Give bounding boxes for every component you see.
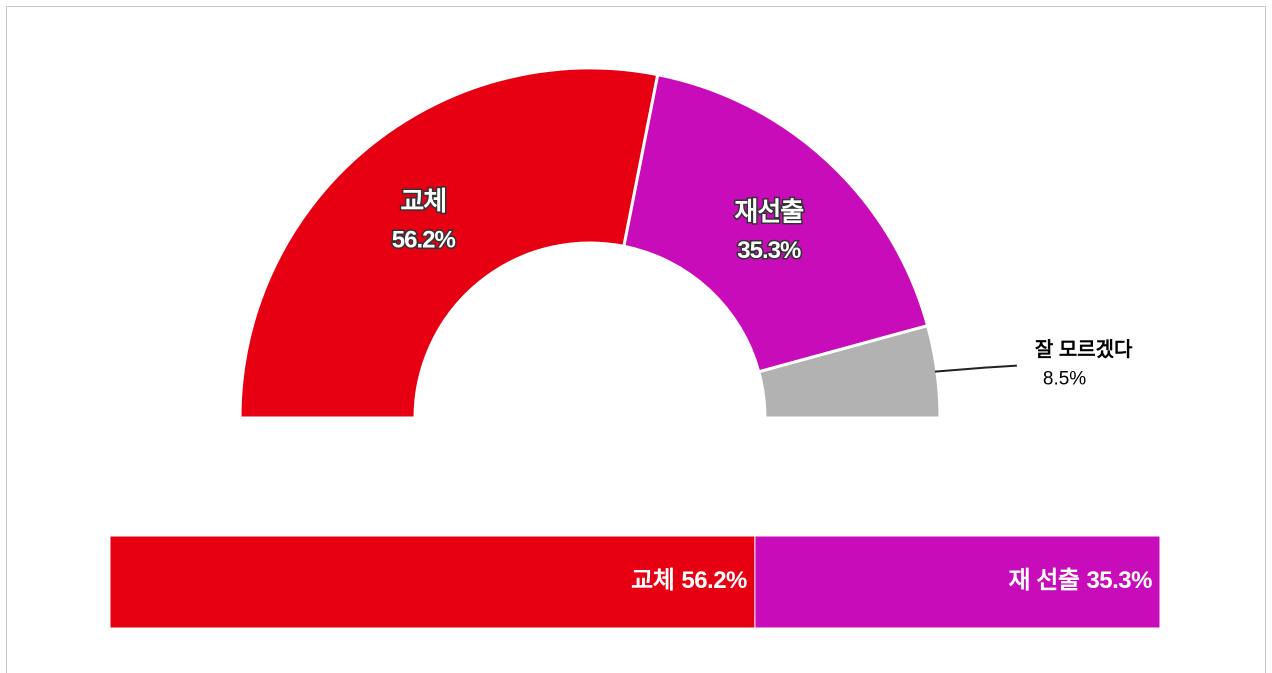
series-name: 재 선출 (1009, 567, 1080, 594)
frame (6, 6, 1266, 673)
segment-value-label: 35.3% (737, 237, 801, 264)
segment-value-label: 56.2% (392, 227, 456, 254)
bar-segment (754, 535, 1161, 629)
pie-segment (622, 73, 930, 374)
segment-label: 재선출 (734, 197, 803, 227)
segment-value-label: 8.5% (1043, 369, 1086, 390)
bar-value-label: 56.2% (681, 567, 747, 594)
bar-label: 교체 56.2% (631, 567, 747, 594)
bar-label: 재 선출 35.3% (1009, 567, 1153, 594)
segment-label: 잘 모르겠다 (1035, 338, 1133, 361)
pie-segment (238, 66, 660, 420)
leader-line (934, 364, 1017, 373)
segment-label: 교체 (400, 186, 446, 216)
series-name: 교체 (631, 567, 674, 594)
pie-segment (757, 324, 942, 420)
bar-segment (109, 535, 756, 629)
bar-value-label: 35.3% (1086, 567, 1152, 594)
